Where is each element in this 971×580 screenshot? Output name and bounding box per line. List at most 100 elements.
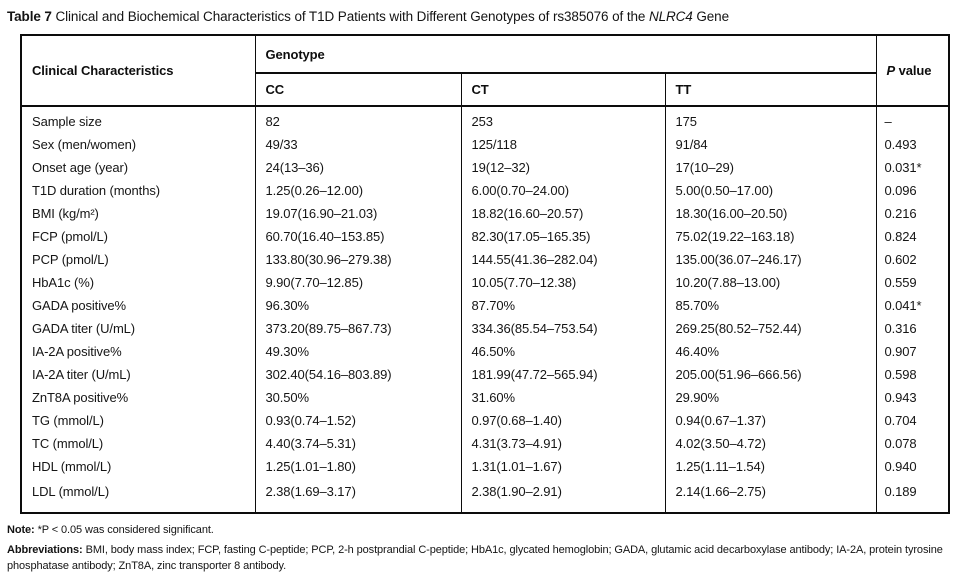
cell-p-value: 0.216 xyxy=(875,202,950,225)
cell-p-value: 0.189 xyxy=(875,478,950,513)
row-label: TG (mmol/L) xyxy=(20,409,256,432)
cell-p-value: 0.096 xyxy=(875,179,950,202)
table-header: Clinical Characteristics Genotype P valu… xyxy=(20,35,950,107)
cell-tt: 205.00(51.96–666.56) xyxy=(664,363,877,386)
p-value-rest: value xyxy=(895,63,932,78)
row-label: T1D duration (months) xyxy=(20,179,256,202)
p-value-italic-p: P xyxy=(886,63,896,78)
cell-ct: 31.60% xyxy=(460,386,666,409)
cell-tt: 17(10–29) xyxy=(664,156,877,179)
row-label: IA-2A titer (U/mL) xyxy=(20,363,256,386)
note-label: Note: xyxy=(7,524,35,536)
table-row: IA-2A positive% 49.30% 46.50% 46.40% 0.9… xyxy=(20,340,950,363)
row-label: Sample size xyxy=(20,106,256,133)
cell-cc: 0.93(0.74–1.52) xyxy=(254,409,462,432)
cell-tt: 135.00(36.07–246.17) xyxy=(664,248,877,271)
cell-ct: 0.97(0.68–1.40) xyxy=(460,409,666,432)
row-label: IA-2A positive% xyxy=(20,340,256,363)
note-text: *P < 0.05 was considered significant. xyxy=(34,524,214,536)
cell-cc: 30.50% xyxy=(254,386,462,409)
cell-cc: 49.30% xyxy=(254,340,462,363)
cell-cc: 2.38(1.69–3.17) xyxy=(254,478,462,513)
cell-ct: 6.00(0.70–24.00) xyxy=(460,179,666,202)
cell-p-value: 0.598 xyxy=(875,363,950,386)
row-label: GADA titer (U/mL) xyxy=(20,317,256,340)
cell-tt: 0.94(0.67–1.37) xyxy=(664,409,877,432)
table-row: PCP (pmol/L) 133.80(30.96–279.38) 144.55… xyxy=(20,248,950,271)
cell-ct: 82.30(17.05–165.35) xyxy=(460,225,666,248)
col-header-clinical-characteristics: Clinical Characteristics xyxy=(20,35,256,107)
cell-p-value: 0.602 xyxy=(875,248,950,271)
abbreviations: Abbreviations: BMI, body mass index; FCP… xyxy=(0,539,971,575)
col-header-p-value: P value xyxy=(875,35,950,107)
cell-tt: 75.02(19.22–163.18) xyxy=(664,225,877,248)
row-label: HbA1c (%) xyxy=(20,271,256,294)
cell-ct: 87.70% xyxy=(460,294,666,317)
table-row: IA-2A titer (U/mL) 302.40(54.16–803.89) … xyxy=(20,363,950,386)
row-label: BMI (kg/m²) xyxy=(20,202,256,225)
cell-cc: 96.30% xyxy=(254,294,462,317)
cell-ct: 10.05(7.70–12.38) xyxy=(460,271,666,294)
cell-cc: 82 xyxy=(254,106,462,133)
cell-tt: 5.00(0.50–17.00) xyxy=(664,179,877,202)
table-title-gene: NLRC4 xyxy=(648,9,693,24)
table-title-text: Clinical and Biochemical Characteristics… xyxy=(51,9,649,24)
table-row: TG (mmol/L) 0.93(0.74–1.52) 0.97(0.68–1.… xyxy=(20,409,950,432)
cell-tt: 18.30(16.00–20.50) xyxy=(664,202,877,225)
table-row: Onset age (year) 24(13–36) 19(12–32) 17(… xyxy=(20,156,950,179)
cell-p-value: 0.041* xyxy=(875,294,950,317)
table-title-suffix: Gene xyxy=(692,9,729,24)
cell-tt: 85.70% xyxy=(664,294,877,317)
cell-tt: 91/84 xyxy=(664,133,877,156)
cell-ct: 19(12–32) xyxy=(460,156,666,179)
cell-cc: 9.90(7.70–12.85) xyxy=(254,271,462,294)
cell-cc: 302.40(54.16–803.89) xyxy=(254,363,462,386)
table-row: TC (mmol/L) 4.40(3.74–5.31) 4.31(3.73–4.… xyxy=(20,432,950,455)
cell-p-value: 0.824 xyxy=(875,225,950,248)
cell-cc: 60.70(16.40–153.85) xyxy=(254,225,462,248)
table-body: Sample size 82 253 175 – Sex (men/women)… xyxy=(20,106,950,513)
cell-p-value: 0.031* xyxy=(875,156,950,179)
cell-cc: 133.80(30.96–279.38) xyxy=(254,248,462,271)
cell-ct: 2.38(1.90–2.91) xyxy=(460,478,666,513)
cell-ct: 46.50% xyxy=(460,340,666,363)
cell-tt: 2.14(1.66–2.75) xyxy=(664,478,877,513)
characteristics-table: Clinical Characteristics Genotype P valu… xyxy=(20,34,950,514)
cell-cc: 1.25(0.26–12.00) xyxy=(254,179,462,202)
table-title: Table 7 Clinical and Biochemical Charact… xyxy=(0,0,971,24)
table-title-number: Table 7 xyxy=(7,9,52,24)
table-row: HbA1c (%) 9.90(7.70–12.85) 10.05(7.70–12… xyxy=(20,271,950,294)
header-genotype-subrow: CC CT TT xyxy=(21,73,949,107)
cell-p-value: 0.940 xyxy=(875,455,950,478)
cell-p-value: 0.907 xyxy=(875,340,950,363)
row-label: TC (mmol/L) xyxy=(20,432,256,455)
table-row: LDL (mmol/L) 2.38(1.69–3.17) 2.38(1.90–2… xyxy=(20,478,950,513)
abbreviations-text: BMI, body mass index; FCP, fasting C-pep… xyxy=(7,543,943,573)
cell-ct: 253 xyxy=(460,106,666,133)
abbreviations-label: Abbreviations: xyxy=(7,543,83,556)
cell-ct: 18.82(16.60–20.57) xyxy=(460,202,666,225)
table-row: ZnT8A positive% 30.50% 31.60% 29.90% 0.9… xyxy=(20,386,950,409)
cell-cc: 19.07(16.90–21.03) xyxy=(254,202,462,225)
row-label: FCP (pmol/L) xyxy=(20,225,256,248)
row-label: Onset age (year) xyxy=(20,156,256,179)
cell-cc: 1.25(1.01–1.80) xyxy=(254,455,462,478)
cell-ct: 4.31(3.73–4.91) xyxy=(460,432,666,455)
table-row: GADA positive% 96.30% 87.70% 85.70% 0.04… xyxy=(20,294,950,317)
row-label: ZnT8A positive% xyxy=(20,386,256,409)
cell-ct: 181.99(47.72–565.94) xyxy=(460,363,666,386)
row-label: PCP (pmol/L) xyxy=(20,248,256,271)
row-label: GADA positive% xyxy=(20,294,256,317)
table-row: HDL (mmol/L) 1.25(1.01–1.80) 1.31(1.01–1… xyxy=(20,455,950,478)
table-row: GADA titer (U/mL) 373.20(89.75–867.73) 3… xyxy=(20,317,950,340)
row-label: Sex (men/women) xyxy=(20,133,256,156)
cell-p-value: 0.078 xyxy=(875,432,950,455)
col-header-ct: CT xyxy=(460,73,666,107)
col-header-cc: CC xyxy=(254,73,462,107)
cell-ct: 125/118 xyxy=(460,133,666,156)
cell-ct: 144.55(41.36–282.04) xyxy=(460,248,666,271)
cell-tt: 1.25(1.11–1.54) xyxy=(664,455,877,478)
cell-p-value: 0.493 xyxy=(875,133,950,156)
cell-cc: 24(13–36) xyxy=(254,156,462,179)
